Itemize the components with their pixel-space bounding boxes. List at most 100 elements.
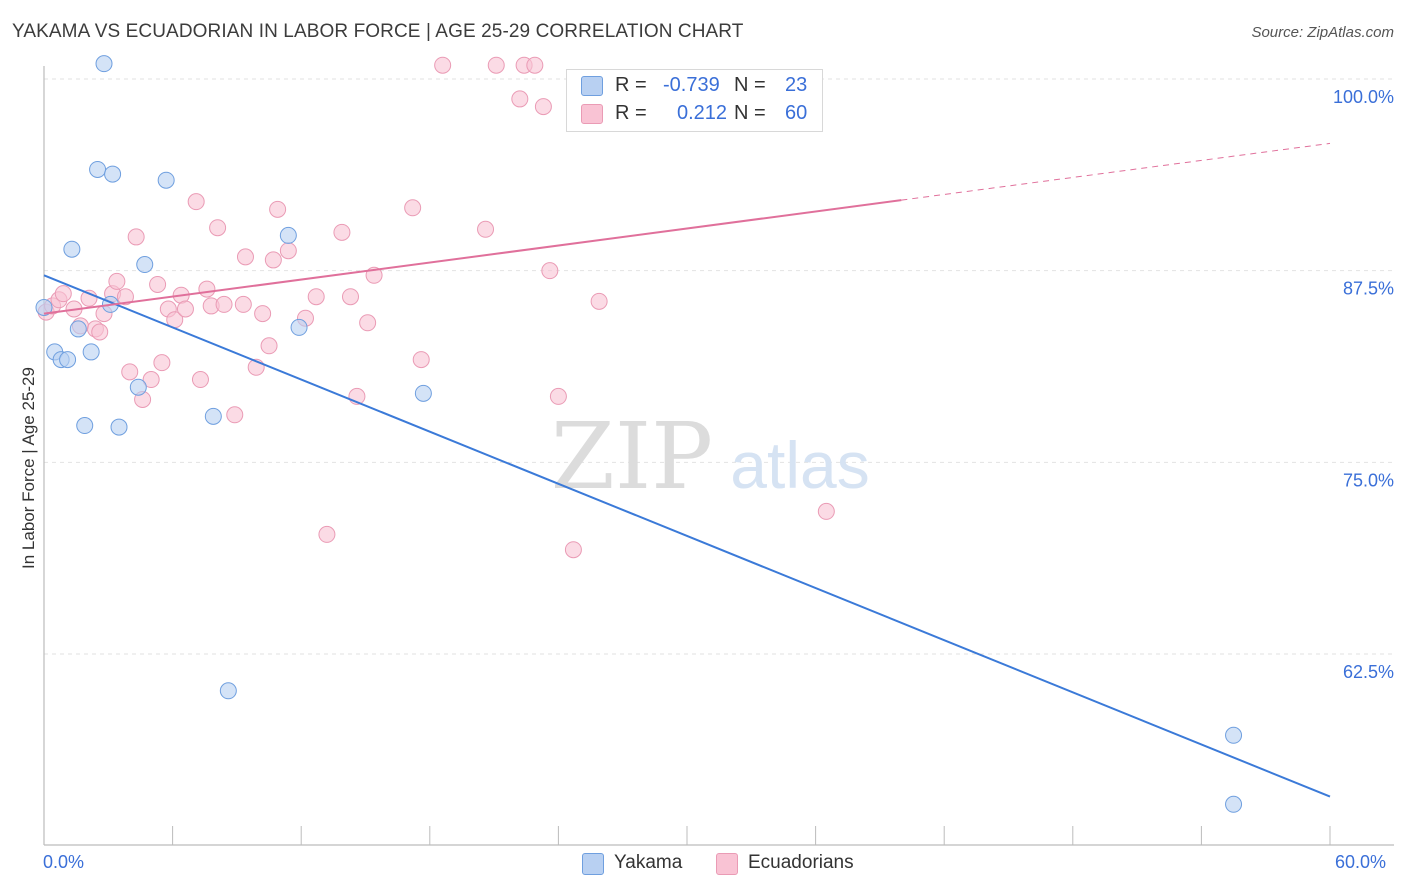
ecuadorians-r-value: 0.212 <box>677 102 728 124</box>
ecuadorians-point <box>279 242 297 260</box>
ecuadorians-point <box>487 56 505 74</box>
ecuadorians-point <box>434 56 452 74</box>
ecuadorians-point <box>153 354 171 372</box>
ecuadorians-trend-line <box>43 199 902 315</box>
axes-layer <box>43 66 1394 846</box>
ecuadorians-point <box>54 285 72 303</box>
x-tick-label-max: 60.0% <box>1335 852 1387 872</box>
ecuadorians-point <box>511 90 529 108</box>
y-axis-label: In Labor Force | Age 25-29 <box>19 367 38 569</box>
stats-box: R = -0.739 N = 23 R = 0.212 N = 60 <box>566 69 823 132</box>
yakama-point <box>35 298 53 316</box>
ecuadorians-point <box>333 223 351 241</box>
x-tick-label-min: 0.0% <box>43 852 85 872</box>
yakama-trend-line <box>43 274 1331 798</box>
ecuadorians-point <box>541 262 559 280</box>
ecuadorians-point <box>142 371 160 389</box>
yakama-point <box>89 160 107 178</box>
yakama-point <box>104 165 122 183</box>
ecuadorians-point <box>260 337 278 355</box>
source-credit: Source: ZipAtlas.com <box>1251 24 1394 41</box>
ecuadorians-point <box>269 200 287 218</box>
ecuadorians-n-label: N = <box>734 102 766 124</box>
yakama-point <box>157 171 175 189</box>
yakama-r-value: -0.739 <box>663 74 720 96</box>
ecuadorians-point <box>198 280 216 298</box>
ecuadorians-point <box>341 288 359 306</box>
y-tick-label: 62.5% <box>1343 662 1394 682</box>
ecuadorians-point <box>359 314 377 332</box>
legend-yakama-label: Yakama <box>614 852 683 873</box>
y-tick-label: 100.0% <box>1333 87 1394 107</box>
ecuadorians-trend-extension <box>901 142 1331 201</box>
chart-title: YAKAMA VS ECUADORIAN IN LABOR FORCE | AG… <box>12 21 744 42</box>
yakama-point <box>1225 795 1243 813</box>
legend-ecuadorians-swatch <box>716 853 738 875</box>
ecuadorians-point <box>176 300 194 318</box>
points-layer <box>35 55 1243 813</box>
yakama-swatch <box>581 76 603 96</box>
ecuadorians-point <box>91 323 109 341</box>
ecuadorians-point <box>187 193 205 211</box>
ecuadorians-point <box>226 406 244 424</box>
ecuadorians-point <box>121 363 139 381</box>
watermark-atlas: atlas <box>730 428 869 502</box>
ecuadorians-point <box>590 292 608 310</box>
ecuadorians-point <box>817 502 835 520</box>
yakama-point <box>63 240 81 258</box>
y-tick-label: 75.0% <box>1343 470 1394 490</box>
yakama-point <box>414 384 432 402</box>
stats-row-yakama: R = -0.739 N = 23 <box>581 74 811 98</box>
ecuadorians-point <box>236 248 254 266</box>
stats-row-ecuadorians: R = 0.212 N = 60 <box>581 102 811 126</box>
yakama-point <box>59 351 77 369</box>
ecuadorians-point <box>526 56 544 74</box>
ecuadorians-point <box>264 251 282 269</box>
ecuadorians-point <box>108 272 126 290</box>
y-tick-label: 87.5% <box>1343 279 1394 299</box>
y-tick-labels: 62.5% 75.0% 87.5% 100.0% <box>1333 87 1394 682</box>
yakama-r-label: R = <box>615 74 647 96</box>
ecuadorians-point <box>307 288 325 306</box>
yakama-point <box>129 378 147 396</box>
yakama-point <box>136 256 154 274</box>
ecuadorians-point <box>534 98 552 116</box>
ecuadorians-point <box>477 220 495 238</box>
yakama-point <box>279 226 297 244</box>
yakama-point <box>219 682 237 700</box>
ecuadorians-swatch <box>581 104 603 124</box>
ecuadorians-point <box>116 288 134 306</box>
yakama-point <box>1225 726 1243 744</box>
ecuadorians-point <box>127 228 145 246</box>
ecuadorians-point <box>234 295 252 313</box>
yakama-point <box>95 55 113 73</box>
yakama-point <box>290 318 308 336</box>
ecuadorians-point <box>191 371 209 389</box>
ecuadorians-point <box>209 219 227 237</box>
ecuadorians-point <box>149 275 167 293</box>
yakama-point <box>82 343 100 361</box>
ecuadorians-r-label: R = <box>615 102 647 124</box>
legend-ecuadorians-label: Ecuadorians <box>748 852 854 873</box>
grid-layer <box>44 78 1394 655</box>
ecuadorians-point <box>254 305 272 323</box>
legend-item-yakama[interactable]: Yakama <box>582 852 692 876</box>
yakama-n-label: N = <box>734 74 766 96</box>
watermark: ZIP atlas <box>551 403 870 510</box>
yakama-point <box>69 320 87 338</box>
ecuadorians-n-value: 60 <box>785 102 808 124</box>
ecuadorians-point <box>404 199 422 217</box>
watermark-zip: ZIP <box>551 403 713 510</box>
ecuadorians-point <box>564 541 582 559</box>
yakama-point <box>76 417 94 435</box>
trend-layer <box>43 142 1331 798</box>
yakama-point <box>204 407 222 425</box>
legend-item-ecuadorians[interactable]: Ecuadorians <box>716 852 866 876</box>
ecuadorians-point <box>215 295 233 313</box>
ecuadorians-point <box>549 387 567 405</box>
yakama-point <box>110 418 128 436</box>
yakama-n-value: 23 <box>785 74 808 96</box>
legend-yakama-swatch <box>582 853 604 875</box>
ecuadorians-point <box>318 525 336 543</box>
